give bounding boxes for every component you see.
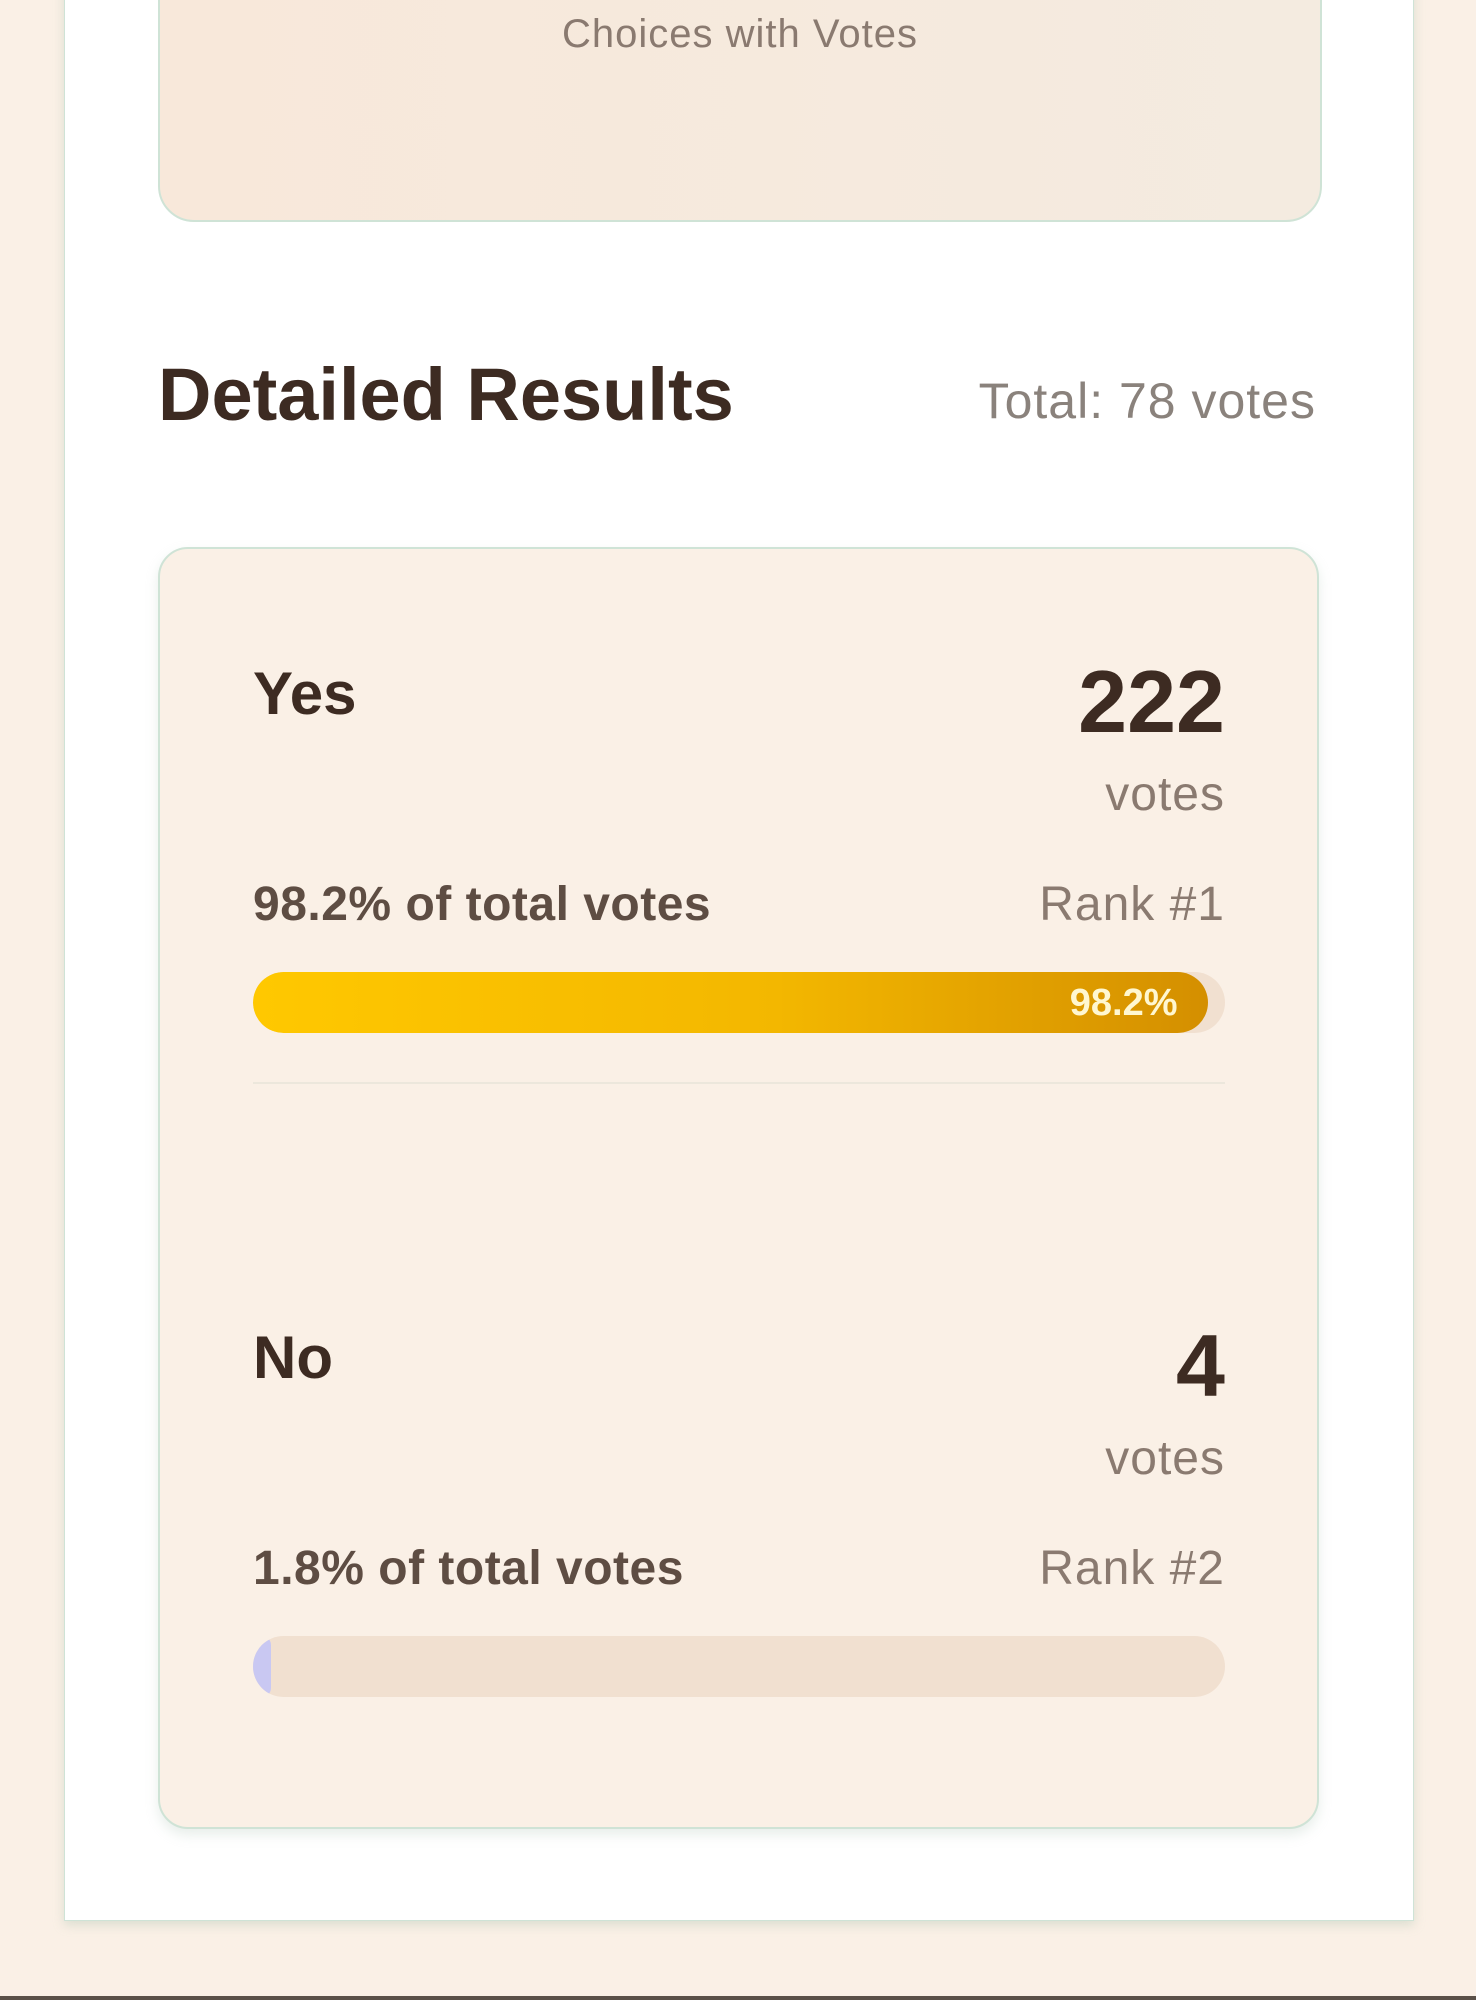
rank-label: Rank #2 [1039,1542,1225,1595]
rank-label: Rank #1 [1039,878,1225,931]
percent-text: 98.2% of total votes [253,878,712,931]
stat-card-choices: 2 Choices with Votes [158,0,1322,222]
progress-label: 98.2% [1069,982,1178,1024]
progress-bar [253,1636,1225,1697]
progress-fill [253,1636,271,1697]
progress-bar: 98.2% [253,972,1225,1033]
vote-count: 222 [1078,652,1225,751]
votes-label: votes [1105,1432,1225,1485]
progress-fill: 98.2% [253,972,1208,1033]
total-votes: Total: 78 votes [978,373,1316,429]
stat-label: Choices with Votes [562,12,918,56]
vote-count: 4 [1176,1316,1225,1415]
percent-text: 1.8% of total votes [253,1542,684,1595]
section-title: Detailed Results [158,353,734,436]
choice-name: No [253,1324,333,1391]
choice-name: Yes [253,660,357,727]
votes-label: votes [1105,768,1225,821]
bottom-edge [0,1996,1476,2000]
results-card: Yes 222 votes 98.2% of total votes Rank … [158,547,1319,1829]
divider [253,1082,1225,1084]
